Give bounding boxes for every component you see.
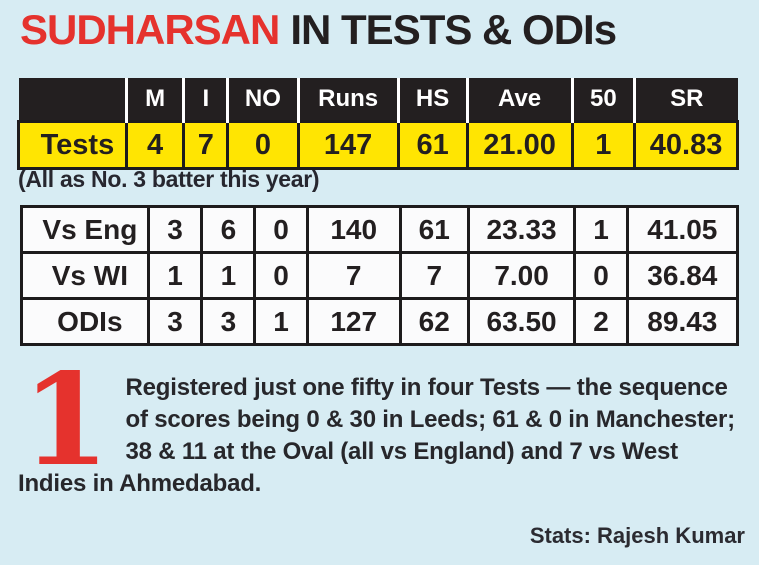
stat-cell: 1 <box>573 205 629 254</box>
stat-cell: 1 <box>200 251 257 300</box>
stat-cell: 0 <box>573 251 629 300</box>
title-rest: IN TESTS & ODIs <box>290 6 617 53</box>
stat-cell: 36.84 <box>625 251 740 300</box>
table-row-vs-wi: Vs WI 1 1 0 7 7 7.00 0 36.84 <box>20 251 740 300</box>
table-row-vs-eng: Vs Eng 3 6 0 140 61 23.33 1 41.05 <box>20 205 740 254</box>
stat-cell: 0 <box>253 251 309 300</box>
page-title: SUDHARSAN IN TESTS & ODIs <box>20 6 617 54</box>
detail-table: Vs Eng 3 6 0 140 61 23.33 1 41.05 Vs WI … <box>20 205 740 346</box>
stat-cell: 40.83 <box>633 120 739 170</box>
stat-cell: 21.00 <box>465 120 574 170</box>
row-label: ODIs <box>20 297 150 346</box>
fact-number-dropcap: 1 <box>22 346 110 494</box>
stat-cell: 61 <box>396 120 469 170</box>
stat-cell: 4 <box>124 120 186 170</box>
row-label: Vs Eng <box>20 205 150 254</box>
row-label: Tests <box>17 120 128 170</box>
header-cell-highscore: HS <box>396 78 468 122</box>
header-cell-notouts: NO <box>226 78 299 122</box>
fact-paragraph: 1 Registered just one fifty in four Tests… <box>18 346 744 500</box>
stat-cell: 6 <box>200 205 257 254</box>
stat-cell: 7 <box>305 251 402 300</box>
note-text: (All as No. 3 batter this year) <box>18 166 320 192</box>
header-cell-fifties: 50 <box>570 78 635 122</box>
stat-cell: 7 <box>398 251 470 300</box>
stat-cell: 7 <box>182 120 230 170</box>
stat-cell: 3 <box>200 297 257 346</box>
header-cell-strikerate: SR <box>633 78 738 122</box>
title-player-name: SUDHARSAN <box>20 6 280 53</box>
stat-cell: 127 <box>305 297 402 346</box>
stat-cell: 147 <box>296 120 400 170</box>
stat-cell: 7.00 <box>466 251 577 300</box>
header-cell-average: Ave <box>465 78 573 122</box>
fact-text: Registered just one fifty in four Tests … <box>18 374 735 497</box>
stat-cell: 62 <box>398 297 470 346</box>
header-cell-blank <box>18 78 127 122</box>
stat-cell: 61 <box>398 205 470 254</box>
stat-cell: 3 <box>146 297 204 346</box>
row-label: Vs WI <box>20 251 150 300</box>
table-header-row: M I NO Runs HS Ave 50 SR <box>18 78 738 122</box>
stat-cell: 63.50 <box>466 297 577 346</box>
stats-credit: Stats: Rajesh Kumar <box>529 523 745 548</box>
stat-cell: 0 <box>226 120 300 170</box>
table-row-tests: Tests 4 7 0 147 61 21.00 1 40.83 <box>17 120 739 170</box>
header-cell-innings: I <box>182 78 228 122</box>
stat-cell: 1 <box>146 251 204 300</box>
stat-cell: 1 <box>253 297 309 346</box>
stat-cell: 2 <box>573 297 629 346</box>
stat-cell: 89.43 <box>625 297 740 346</box>
stat-cell: 0 <box>253 205 309 254</box>
stat-cell: 140 <box>305 205 402 254</box>
stat-cell: 41.05 <box>625 205 740 254</box>
table-row-odis: ODIs 3 3 1 127 62 63.50 2 89.43 <box>20 297 740 346</box>
header-cell-runs: Runs <box>296 78 399 122</box>
stat-cell: 1 <box>570 120 637 170</box>
stat-cell: 23.33 <box>466 205 577 254</box>
stat-cell: 3 <box>146 205 204 254</box>
header-cell-matches: M <box>124 78 184 122</box>
summary-table: M I NO Runs HS Ave 50 SR Tests 4 7 0 147… <box>17 78 739 170</box>
